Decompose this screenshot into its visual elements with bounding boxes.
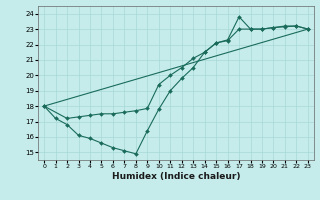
- X-axis label: Humidex (Indice chaleur): Humidex (Indice chaleur): [112, 172, 240, 181]
